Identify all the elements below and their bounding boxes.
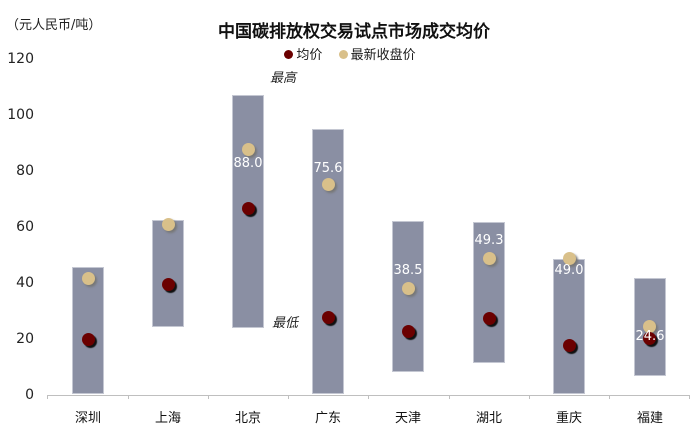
range-bar-tianjin (392, 221, 424, 372)
avg-point (402, 325, 415, 338)
dot-icon (284, 50, 294, 59)
x-axis-tick (609, 395, 610, 399)
avg-point (82, 333, 95, 346)
close-point (242, 143, 255, 156)
x-category: 湖北 (475, 411, 502, 426)
avg-point (162, 278, 175, 291)
annotation-highest: 最高 (270, 71, 297, 86)
chart-title: 中国碳排放权交易试点市场成交均价 (218, 22, 490, 42)
x-category: 深圳 (74, 411, 101, 426)
range-bar-hubei (473, 222, 505, 363)
y-tick: 20 (16, 331, 34, 347)
x-axis-tick (128, 395, 129, 399)
x-axis-tick (529, 395, 530, 399)
annotation-lowest: 最低 (272, 316, 299, 331)
y-tick: 60 (16, 219, 34, 235)
data-label: 88.0 (233, 156, 263, 171)
close-point (643, 320, 656, 333)
range-bar-shenzhen (72, 267, 104, 394)
x-category: 重庆 (555, 411, 582, 426)
y-tick: 120 (7, 51, 34, 67)
legend: 均价 最新收盘价 (0, 44, 700, 63)
x-axis-tick (288, 395, 289, 399)
y-tick: 100 (7, 107, 34, 123)
y-tick: 80 (16, 163, 34, 179)
close-point (162, 218, 175, 231)
data-label: 49.0 (554, 263, 584, 278)
close-point (483, 252, 496, 265)
avg-point (322, 311, 335, 324)
avg-point (563, 339, 576, 352)
x-axis-tick (449, 395, 450, 399)
close-point (563, 252, 576, 265)
data-label: 75.6 (313, 161, 343, 176)
x-axis-tick (689, 395, 690, 399)
x-category: 天津 (394, 411, 421, 426)
data-label: 38.5 (393, 263, 423, 278)
close-point (322, 178, 335, 191)
close-point (82, 272, 95, 285)
range-bar-beijing (232, 95, 264, 328)
x-category: 上海 (154, 411, 181, 426)
close-point (402, 282, 415, 295)
range-bar-guangdong (312, 129, 344, 394)
range-bar-chongqing (553, 259, 585, 394)
dot-icon (338, 50, 348, 59)
legend-item-close: 最新收盘价 (338, 44, 416, 63)
x-axis-tick (208, 395, 209, 399)
x-category: 广东 (314, 411, 341, 426)
y-tick: 0 (25, 387, 34, 403)
x-axis-tick (47, 395, 48, 399)
data-label: 49.3 (474, 233, 504, 248)
avg-point (483, 312, 496, 325)
y-tick: 40 (16, 275, 34, 291)
y-axis-unit-label: （元人民币/吨） (6, 18, 102, 33)
x-axis-tick (368, 395, 369, 399)
x-category: 北京 (234, 411, 261, 426)
range-bar-shanghai (152, 220, 184, 327)
data-label: 24.6 (635, 329, 665, 344)
legend-item-avg: 均价 (284, 44, 322, 63)
x-category: 福建 (636, 411, 663, 426)
avg-point (242, 202, 255, 215)
avg-point (643, 332, 656, 345)
